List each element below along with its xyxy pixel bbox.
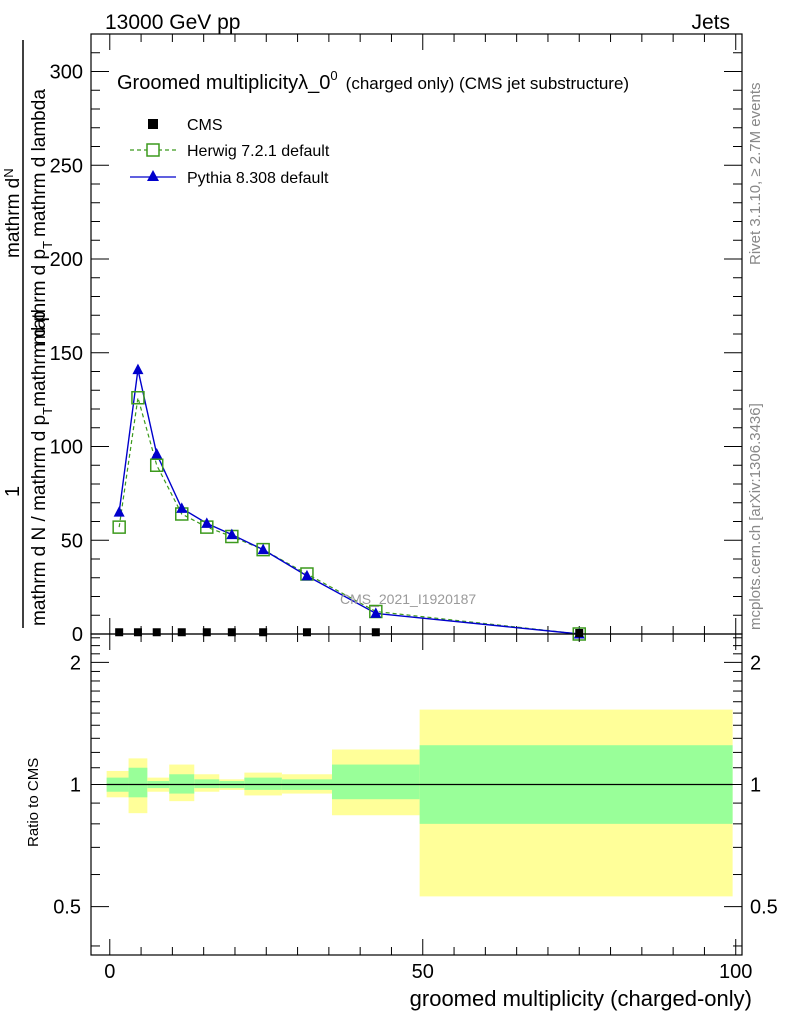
pythia-point xyxy=(176,502,188,513)
ratio-tick-label-left: 2 xyxy=(70,652,81,674)
pythia-point xyxy=(113,506,125,517)
x-axis-label: groomed multiplicity (charged-only) xyxy=(410,986,752,1011)
rivet-label: Rivet 3.1.10, ≥ 2.7M events xyxy=(747,83,764,266)
ratio-band-green xyxy=(331,764,420,800)
ratio-tick-label-right: 0.5 xyxy=(750,897,778,919)
ratio-tick-label-left: 0.5 xyxy=(53,897,81,919)
mcplots-label: mcplots.cern.ch [arXiv:1306.3436] xyxy=(747,403,764,630)
y-tick-label: 150 xyxy=(50,343,83,365)
main-axes: 0 50 100 150 200 250 300 xyxy=(50,33,743,646)
series-herwig-line xyxy=(118,397,580,635)
y-tick-label: 300 xyxy=(50,62,83,84)
legend-cms-label: CMS xyxy=(187,117,223,134)
cms-point xyxy=(202,628,211,637)
ratio-band-green xyxy=(194,779,220,789)
cms-point xyxy=(177,628,186,637)
ylabel-den2: mathrm d p xyxy=(29,311,50,407)
cms-point xyxy=(115,628,124,637)
header-left: 13000 GeV pp xyxy=(105,11,240,34)
y-tick-label: 50 xyxy=(61,530,83,552)
ylabel-denominator: mathrm d N / mathrm d pTmathrm d p xyxy=(29,311,55,626)
ylabel-den-upper-sub: T xyxy=(40,241,55,249)
x-tick-label: 50 xyxy=(412,961,434,983)
y-axis-label: 1 mathrm d N / mathrm d pTmathrm d p mat… xyxy=(1,40,55,628)
pythia-point xyxy=(132,363,144,375)
ratio-ylabel: Ratio to CMS xyxy=(25,758,42,847)
ylabel-den-upper-p: mathrm d p xyxy=(29,249,50,345)
y-tick-label: 100 xyxy=(50,437,83,459)
legend-herwig-label: Herwig 7.2.1 default xyxy=(187,143,330,160)
ylabel-num-d: mathrm d xyxy=(3,178,24,258)
ylabel-den3: mathrm d lambda xyxy=(29,89,50,237)
cms-point xyxy=(133,628,142,637)
pythia-point xyxy=(257,543,269,555)
cms-point xyxy=(259,628,268,637)
herwig-point xyxy=(112,520,126,534)
y-tick-label: 0 xyxy=(72,624,83,646)
legend-cms-marker xyxy=(148,119,158,129)
ylabel-den1: mathrm d N / mathrm d p xyxy=(29,415,50,626)
cms-point xyxy=(227,628,236,637)
pythia-point xyxy=(201,517,213,528)
pythia-point xyxy=(226,528,238,540)
legend-herwig-marker xyxy=(146,143,160,157)
legend-pythia-label: Pythia 8.308 default xyxy=(187,170,329,187)
ratio-axes: 0 50 100 0.5 0.5 1 1 2 2 xyxy=(53,633,778,983)
ylabel-one: 1 xyxy=(2,486,24,497)
legend-pythia-marker xyxy=(147,170,159,181)
ratio-tick-label-right: 1 xyxy=(750,775,761,797)
cms-point xyxy=(575,629,584,637)
ratio-tick-label-right: 2 xyxy=(750,652,761,674)
legend: CMS Herwig 7.2.1 default Pythia 8.308 de… xyxy=(130,117,330,187)
x-tick-label: 100 xyxy=(719,961,752,983)
chart-title-small: (charged only) (CMS jet substructure) xyxy=(346,74,629,93)
cms-point xyxy=(152,628,161,637)
chart-title: Groomed multiplicityλ_00 (charged only) (… xyxy=(117,68,629,94)
ratio-band-green xyxy=(128,767,148,798)
pythia-point xyxy=(151,448,163,459)
herwig-point xyxy=(131,391,145,405)
y-tick-label: 200 xyxy=(50,249,83,271)
y-tick-label: 250 xyxy=(50,155,83,177)
series-pythia-line xyxy=(118,369,580,635)
cms-point xyxy=(371,628,380,637)
chart-title-main: Groomed multiplicityλ_0 xyxy=(117,72,330,94)
chart-title-sup: 0 xyxy=(330,68,337,83)
pythia-point xyxy=(301,569,313,581)
herwig-point xyxy=(149,458,164,472)
ylabel-den-upper: mathrm d pTmathrm d lambda xyxy=(29,89,55,345)
ratio-tick-label-left: 1 xyxy=(70,775,81,797)
header-right: Jets xyxy=(691,11,730,34)
ratio-band-green xyxy=(169,774,195,794)
ratio-band-green xyxy=(244,777,282,790)
ylabel-numerator: mathrm dN xyxy=(1,168,24,258)
cms-point xyxy=(302,628,311,637)
ylabel-num-N: N xyxy=(1,168,16,177)
x-tick-label: 0 xyxy=(104,961,115,983)
pythia-point xyxy=(370,607,382,618)
ylabel-den-sub: T xyxy=(40,407,55,415)
watermark: CMS_2021_I1920187 xyxy=(340,591,476,607)
ratio-frame xyxy=(90,633,743,956)
